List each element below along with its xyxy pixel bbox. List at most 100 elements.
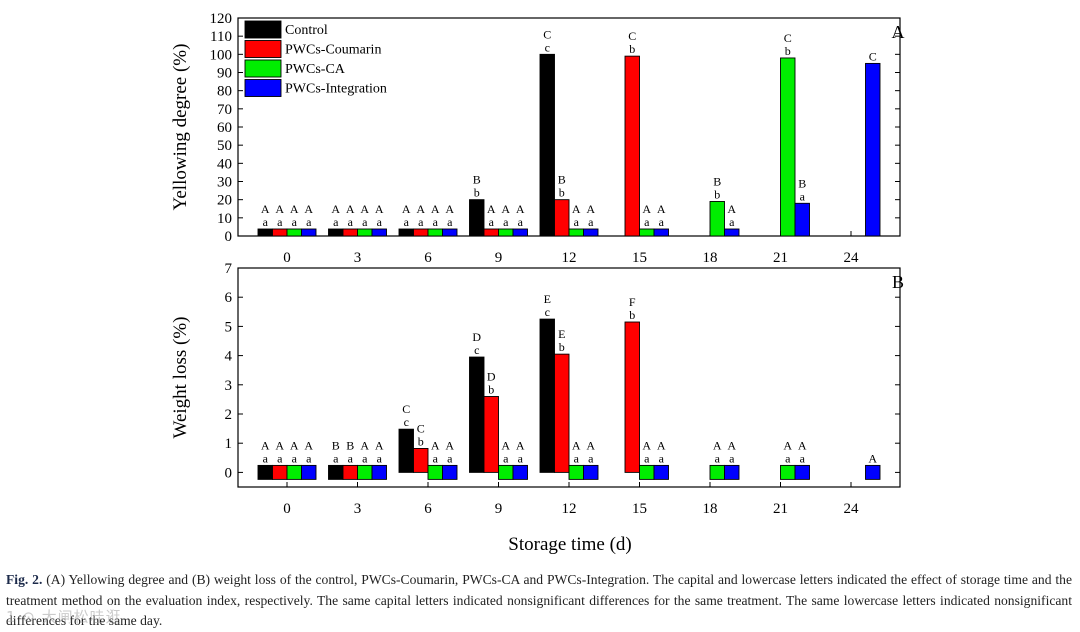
- significance-lower-letter: a: [348, 451, 354, 465]
- y-tick-label: 80: [217, 84, 232, 100]
- y-tick-label: 20: [217, 193, 232, 209]
- significance-upper-letter: A: [657, 202, 666, 216]
- significance-lower-letter: a: [277, 451, 283, 465]
- bar-pwcs-ca-day-0: [286, 228, 302, 237]
- significance-upper-letter: A: [642, 438, 651, 452]
- significance-upper-letter: A: [657, 438, 666, 452]
- significance-upper-letter: A: [402, 202, 411, 216]
- bar-control-day-12: [539, 53, 555, 237]
- bar-control-day-12: [539, 318, 555, 473]
- bar-pwcs-integration-day-18: [724, 228, 740, 237]
- bar-control-day-9: [469, 356, 485, 473]
- bar-pwcs-coumarin-day-0: [272, 464, 288, 480]
- y-tick-label: 5: [225, 319, 233, 335]
- significance-lower-letter: b: [559, 340, 565, 354]
- legend-label: PWCs-Integration: [285, 82, 387, 97]
- significance-lower-letter: a: [729, 451, 735, 465]
- significance-lower-letter: a: [574, 215, 580, 229]
- significance-upper-letter: B: [332, 438, 340, 452]
- bar-pwcs-integration-day-0: [301, 464, 317, 480]
- significance-upper-letter: A: [798, 438, 807, 452]
- significance-lower-letter: a: [263, 215, 269, 229]
- bar-pwcs-ca-day-12: [568, 228, 584, 237]
- significance-upper-letter: A: [375, 202, 384, 216]
- x-tick-label: 6: [424, 501, 432, 517]
- significance-lower-letter: a: [433, 451, 439, 465]
- bar-pwcs-coumarin-day-6: [413, 448, 429, 473]
- x-tick-label: 18: [703, 250, 718, 266]
- figure-caption: Fig. 2. (A) Yellowing degree and (B) wei…: [6, 570, 1072, 632]
- significance-upper-letter: B: [346, 438, 354, 452]
- panel-letter: B: [892, 272, 904, 292]
- significance-lower-letter: b: [559, 186, 565, 200]
- legend-label: Control: [285, 23, 328, 38]
- significance-lower-letter: b: [418, 434, 424, 448]
- significance-lower-letter: a: [644, 215, 650, 229]
- significance-upper-letter: C: [784, 31, 792, 45]
- caption-text: (A) Yellowing degree and (B) weight loss…: [6, 572, 1072, 628]
- significance-lower-letter: a: [447, 215, 453, 229]
- significance-upper-letter: A: [727, 202, 736, 216]
- x-tick-label: 3: [354, 250, 362, 266]
- bar-control-day-9: [469, 199, 485, 237]
- bar-control-day-0: [257, 464, 273, 480]
- significance-lower-letter: a: [800, 451, 806, 465]
- bar-pwcs-integration-day-0: [301, 228, 317, 237]
- significance-upper-letter: C: [402, 402, 410, 416]
- significance-upper-letter: A: [275, 202, 284, 216]
- y-tick-label: 10: [217, 211, 232, 227]
- significance-upper-letter: A: [445, 438, 454, 452]
- significance-lower-letter: b: [785, 44, 791, 58]
- bar-control-day-6: [398, 428, 414, 473]
- significance-upper-letter: A: [346, 202, 355, 216]
- significance-lower-letter: a: [785, 451, 791, 465]
- significance-lower-letter: a: [348, 215, 354, 229]
- y-tick-label: 120: [210, 11, 233, 27]
- significance-lower-letter: a: [447, 451, 453, 465]
- bar-pwcs-ca-day-12: [568, 464, 584, 480]
- significance-lower-letter: a: [588, 451, 594, 465]
- significance-upper-letter: A: [275, 438, 284, 452]
- significance-lower-letter: a: [418, 215, 424, 229]
- significance-upper-letter: A: [516, 202, 525, 216]
- significance-lower-letter: a: [377, 451, 383, 465]
- significance-upper-letter: B: [713, 174, 721, 188]
- y-tick-label: 0: [225, 229, 233, 245]
- y-tick-label: 40: [217, 156, 232, 172]
- bar-control-day-3: [328, 228, 344, 237]
- x-tick-label: 12: [562, 501, 577, 517]
- significance-upper-letter: A: [783, 438, 792, 452]
- panel-letter: A: [892, 22, 905, 42]
- significance-upper-letter: A: [331, 202, 340, 216]
- legend-swatch-pwcs-integration: [244, 79, 282, 97]
- significance-lower-letter: b: [629, 308, 635, 322]
- bar-pwcs-coumarin-day-15: [624, 55, 640, 237]
- x-tick-label: 24: [844, 501, 860, 517]
- bar-pwcs-ca-day-9: [498, 464, 514, 480]
- significance-lower-letter: b: [488, 382, 494, 396]
- caption-label: Fig. 2.: [6, 572, 43, 587]
- bar-control-day-6: [398, 228, 414, 237]
- significance-upper-letter: A: [416, 202, 425, 216]
- significance-upper-letter: A: [290, 202, 299, 216]
- significance-lower-letter: a: [588, 215, 594, 229]
- y-axis-label: Weight loss (%): [170, 317, 191, 439]
- y-tick-label: 6: [225, 290, 233, 306]
- x-tick-label: 18: [703, 501, 718, 517]
- bar-pwcs-integration-day-3: [371, 228, 387, 237]
- bar-pwcs-integration-day-6: [442, 228, 458, 237]
- significance-lower-letter: a: [644, 451, 650, 465]
- legend-label: PWCs-Coumarin: [285, 43, 381, 58]
- significance-lower-letter: a: [715, 451, 721, 465]
- significance-lower-letter: a: [518, 451, 524, 465]
- bar-pwcs-integration-day-21: [794, 202, 810, 237]
- bar-pwcs-ca-day-6: [427, 228, 443, 237]
- bar-pwcs-ca-day-0: [286, 464, 302, 480]
- x-tick-label: 15: [632, 250, 647, 266]
- significance-lower-letter: a: [362, 451, 368, 465]
- bar-pwcs-ca-day-9: [498, 228, 514, 237]
- significance-upper-letter: B: [558, 173, 566, 187]
- bar-pwcs-coumarin-day-3: [342, 464, 358, 480]
